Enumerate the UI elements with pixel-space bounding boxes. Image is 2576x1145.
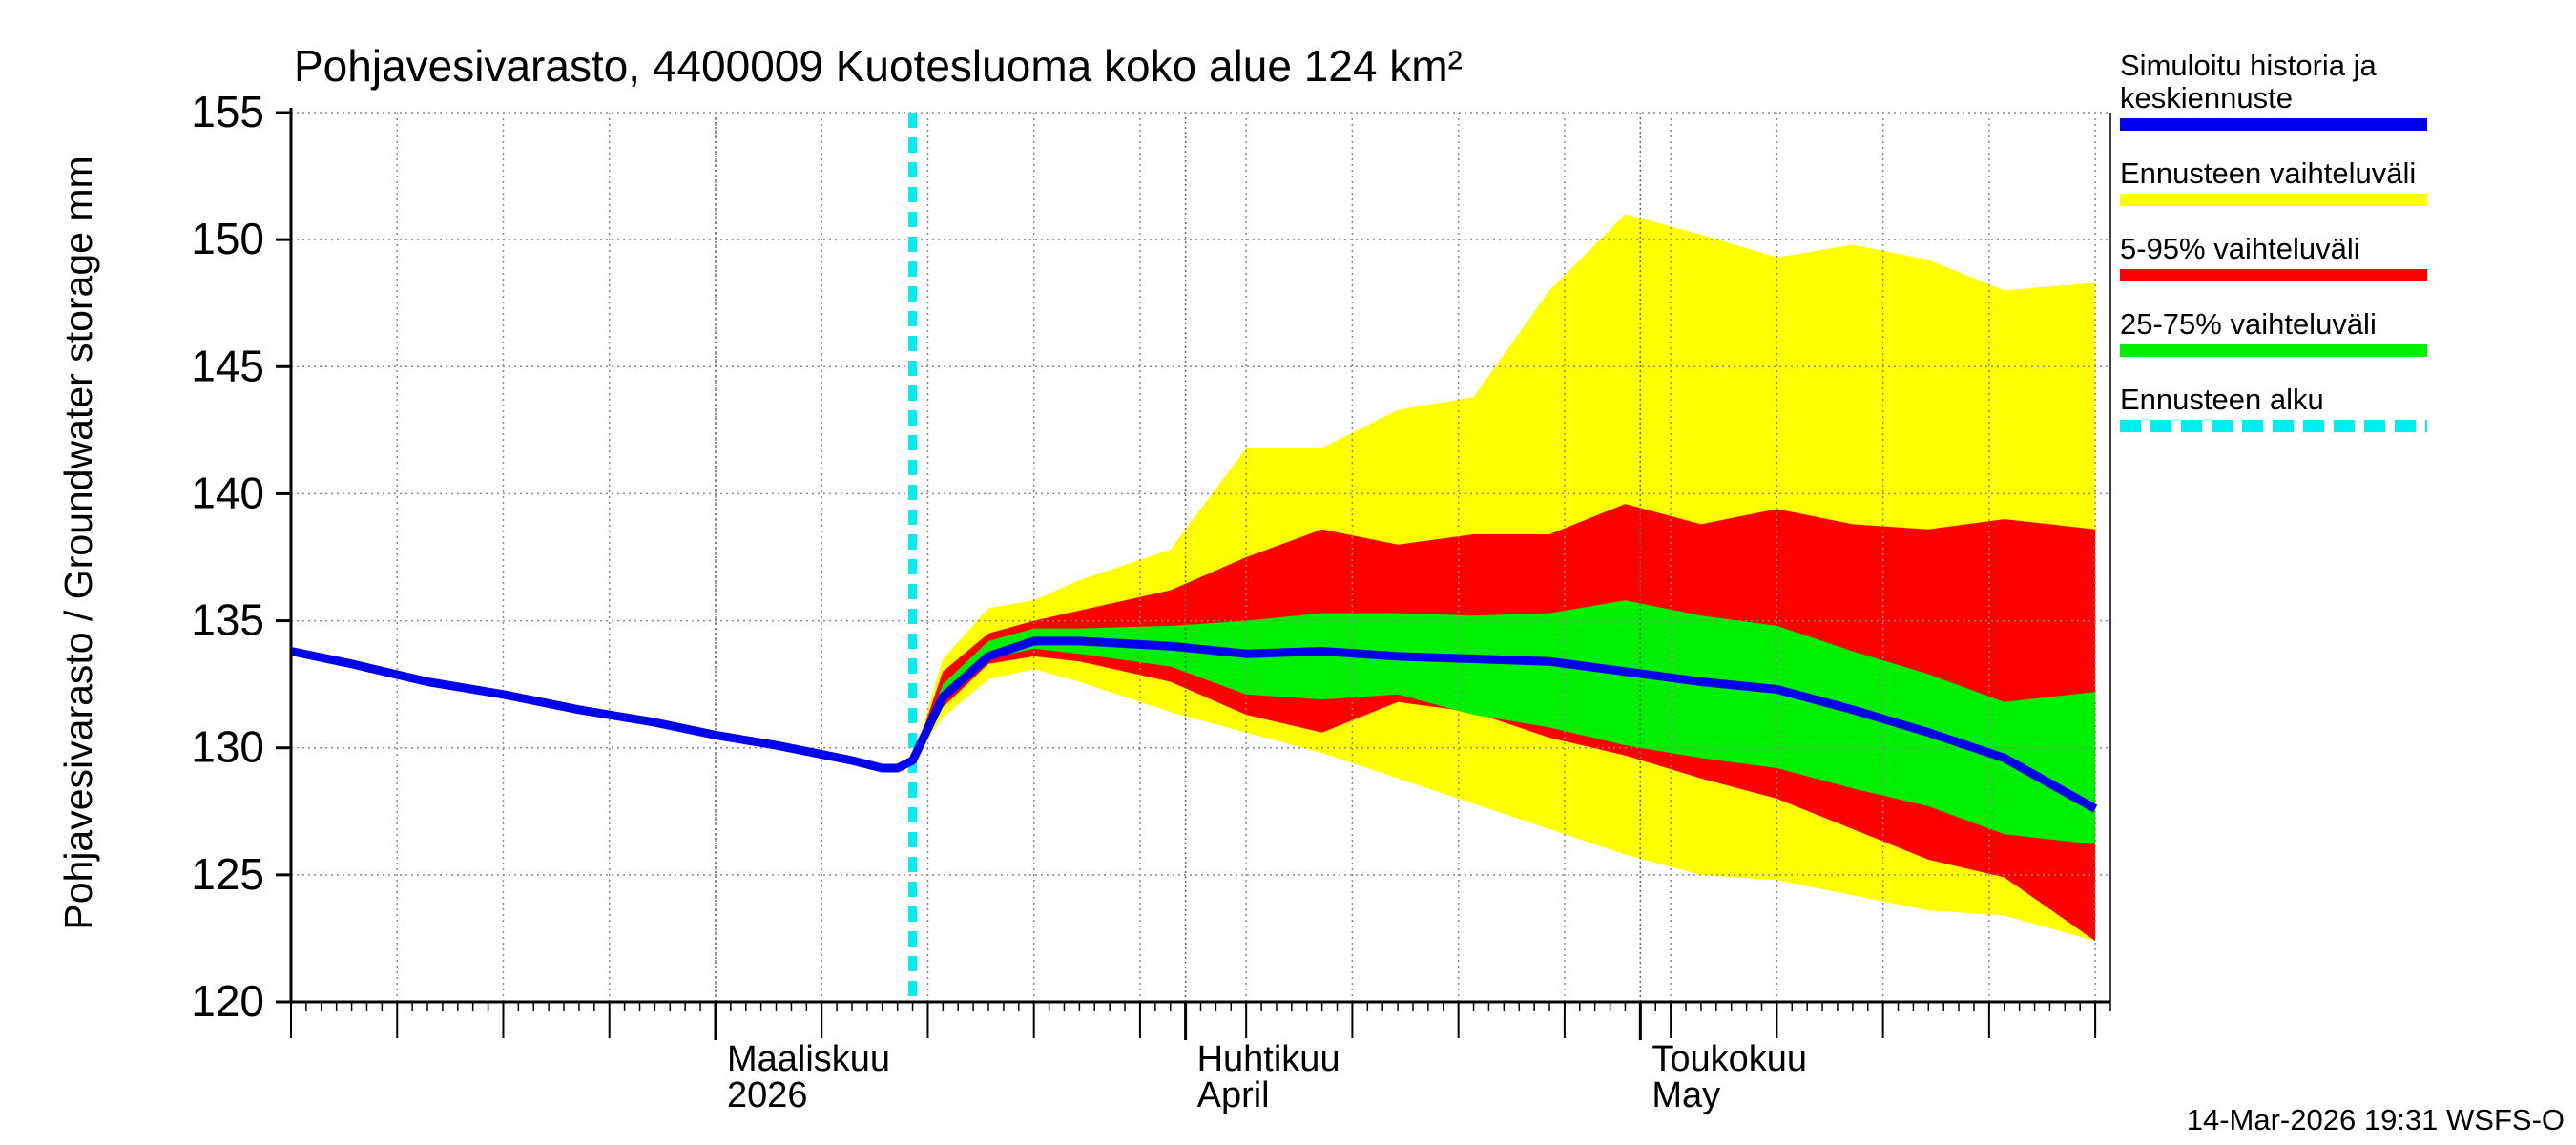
x-month-label: Toukokuu	[1652, 1039, 1807, 1079]
legend-item-forecast-start: Ennusteen alku	[2120, 384, 2540, 459]
y-tick-label: 120	[191, 976, 264, 1026]
band-25-75	[912, 600, 2096, 844]
series-lines	[290, 113, 2098, 1002]
y-tick-label: 150	[191, 214, 264, 263]
y-tick-label: 155	[191, 87, 264, 136]
x-month-label: Maaliskuu	[727, 1039, 890, 1079]
legend-swatch-range-5-95	[2120, 269, 2427, 281]
legend-swatch-range-25-75	[2120, 344, 2427, 357]
y-tick-label: 130	[191, 722, 264, 772]
x-month-sublabel: April	[1197, 1075, 1270, 1115]
y-axis-label: Pohjavesivarasto / Groundwater storage m…	[56, 156, 100, 929]
y-tick-label: 140	[191, 468, 264, 517]
legend-label-forecast-start: Ennusteen alku	[2120, 383, 2324, 416]
y-tick-label: 135	[191, 595, 264, 645]
legend: Simuloitu historia ja keskiennuste Ennus…	[2120, 50, 2540, 459]
grid	[290, 112, 2110, 1003]
x-month-label: Huhtikuu	[1197, 1039, 1340, 1079]
legend-label-range-25-75: 25-75% vaihteluväli	[2120, 307, 2377, 341]
legend-label-range-full: Ennusteen vaihteluväli	[2120, 156, 2417, 190]
legend-item-range-25-75: 25-75% vaihteluväli	[2120, 308, 2540, 384]
x-month-sublabel: May	[1652, 1075, 1720, 1115]
legend-label-history: Simuloitu historia ja keskiennuste	[2120, 49, 2377, 114]
legend-swatch-history	[2120, 118, 2427, 131]
y-tick-label: 145	[191, 341, 264, 390]
timestamp-footer: 14-Mar-2026 19:31 WSFS-O	[2186, 1103, 2565, 1136]
legend-item-range-5-95: 5-95% vaihteluväli	[2120, 233, 2540, 308]
legend-swatch-range-full	[2120, 194, 2427, 206]
forecast-bands	[912, 214, 2096, 942]
legend-item-history: Simuloitu historia ja keskiennuste	[2120, 50, 2540, 135]
history-median-line	[290, 636, 2098, 813]
y-tick-label: 125	[191, 849, 264, 899]
legend-swatch-forecast-start	[2120, 420, 2427, 432]
legend-item-range-full: Ennusteen vaihteluväli	[2120, 157, 2540, 233]
legend-label-range-5-95: 5-95% vaihteluväli	[2120, 232, 2360, 265]
x-month-sublabel: 2026	[727, 1075, 808, 1115]
band-5-95	[912, 504, 2096, 942]
chart-title: Pohjavesivarasto, 4400009 Kuotesluoma ko…	[294, 41, 1463, 91]
